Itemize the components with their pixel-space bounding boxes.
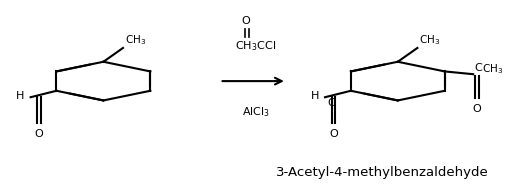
Text: O: O — [34, 129, 43, 139]
Text: O: O — [329, 129, 338, 139]
Text: CH$_3$CCl: CH$_3$CCl — [235, 39, 276, 53]
Text: 3-Acetyl-4-methylbenzaldehyde: 3-Acetyl-4-methylbenzaldehyde — [276, 166, 489, 179]
Text: CH$_3$: CH$_3$ — [419, 33, 441, 47]
Text: C: C — [474, 63, 482, 73]
Text: O: O — [241, 16, 250, 26]
Text: C: C — [327, 98, 335, 108]
Text: H: H — [310, 91, 319, 101]
Text: CH$_3$: CH$_3$ — [125, 33, 147, 47]
Text: AlCl$_3$: AlCl$_3$ — [242, 105, 270, 119]
Text: H: H — [16, 91, 24, 101]
Text: O: O — [472, 104, 481, 114]
Text: CH$_3$: CH$_3$ — [482, 63, 504, 77]
